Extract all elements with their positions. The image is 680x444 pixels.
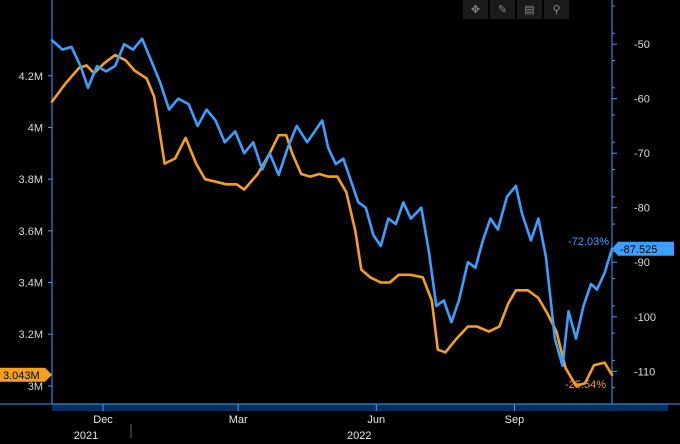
x-tick-label: Mar	[229, 414, 248, 426]
draw-icon[interactable]: ✎	[490, 0, 515, 19]
right-tick-label: -90	[634, 257, 650, 269]
left-tick-label: 3.2M	[19, 329, 43, 341]
x-axis: Dec 2021 Mar Jun 2022 Sep	[0, 403, 680, 442]
orange-value-label: 3.043M	[3, 370, 40, 382]
orange-value-tag	[0, 367, 45, 382]
series-line-1	[50, 53, 614, 388]
x-tick-label: Jun	[367, 414, 385, 426]
right-tick-label: -60	[634, 94, 650, 106]
right-tick-label: -80	[634, 203, 650, 215]
data-table-icon[interactable]: ▤	[517, 0, 542, 19]
left-axis: 3M 3.2M 3.4M 3.6M 3.8M 4M 4.2M	[19, 0, 53, 404]
right-tick-label: -70	[634, 148, 650, 160]
x-axis-band	[52, 404, 668, 411]
blue-value-tag	[618, 241, 674, 256]
left-tick-label: 4.2M	[19, 71, 43, 83]
x-year-label: 2021	[74, 430, 98, 442]
crosshair-icon[interactable]: ✥	[463, 0, 488, 19]
x-tick-label: Sep	[505, 414, 525, 426]
left-tick-label: 3.6M	[19, 226, 43, 238]
blue-change-label: -72.03%	[568, 236, 609, 248]
right-tick-label: -50	[634, 39, 650, 51]
left-tick-label: 3.4M	[19, 278, 43, 290]
zoom-icon[interactable]: ⚲	[544, 0, 569, 19]
right-tick-label: -110	[634, 366, 655, 378]
orange-change-label: -25.54%	[565, 379, 606, 391]
left-tick-label: 3M	[28, 381, 43, 393]
chart-toolbar: ✥ ✎ ▤ ⚲	[463, 0, 575, 19]
blue-value-tag-pointer	[612, 241, 618, 256]
right-axis: -50 -60 -70 -80 -90 -100 -110	[611, 0, 656, 404]
right-tick-label: -100	[634, 312, 656, 324]
x-year-label: 2022	[347, 430, 371, 442]
x-tick-label: Dec	[93, 414, 113, 426]
series-layer	[50, 37, 614, 388]
orange-value-tag-pointer	[45, 367, 52, 382]
blue-value-label: -87.525	[620, 244, 657, 256]
series-line-2	[50, 37, 614, 368]
left-tick-label: 4M	[28, 122, 43, 134]
value-labels: -25.54% 3.043M -72.03% -87.525	[0, 236, 674, 391]
left-tick-label: 3.8M	[19, 174, 43, 186]
